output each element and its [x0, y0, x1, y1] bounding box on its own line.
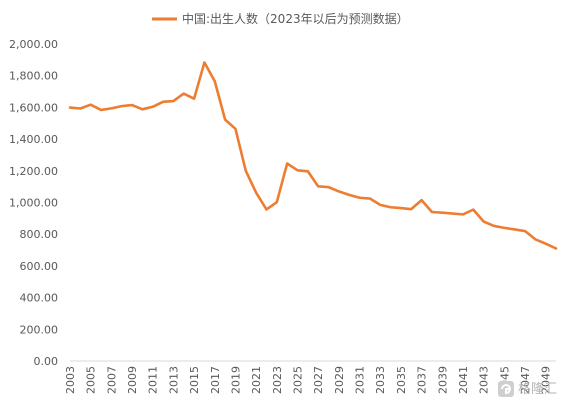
x-tick-label: 2049: [540, 366, 553, 394]
x-tick-label: 2019: [229, 366, 242, 394]
x-tick-label: 2031: [354, 366, 367, 394]
x-tick-label: 2025: [291, 366, 304, 394]
watermark-text: 格隆汇: [518, 381, 557, 397]
x-tick-label: 2023: [271, 366, 284, 394]
x-tick-label: 2017: [209, 366, 222, 394]
x-tick-label: 2043: [478, 366, 491, 394]
y-tick-label: 800.00: [20, 228, 59, 241]
series-layer: [68, 61, 558, 250]
x-tick-label: 2047: [519, 366, 532, 394]
x-tick-label: 2035: [395, 366, 408, 394]
x-tick-label: 2015: [188, 366, 201, 394]
y-tick-label: 600.00: [20, 260, 59, 273]
legend: 中国:出生人数（2023年以后为预测数据）: [152, 11, 409, 26]
y-tick-label: 400.00: [20, 292, 59, 305]
x-tick-label: 2037: [416, 366, 429, 394]
x-tick-label: 2013: [167, 366, 180, 394]
x-tick-label: 2009: [126, 366, 139, 394]
x-tick-label: 2021: [250, 366, 263, 394]
y-tick-label: 1,000.00: [9, 197, 58, 210]
watermark: 格隆汇: [498, 381, 557, 397]
x-tick-label: 2007: [105, 366, 118, 394]
x-tick-label: 2041: [457, 366, 470, 394]
x-tick-label: 2003: [64, 366, 77, 394]
x-tick-label: 2005: [85, 366, 98, 394]
x-tick-label: 2033: [374, 366, 387, 394]
y-tick-label: 200.00: [20, 323, 59, 336]
x-tick-label: 2011: [147, 366, 160, 394]
y-tick-label: 1,400.00: [9, 133, 58, 146]
x-axis: 2003 2005 2007 2009 2011 2013 2015 2017 2019 2021…: [64, 360, 556, 394]
y-tick-label: 2,000.00: [9, 38, 58, 51]
y-tick-label: 0.00: [34, 355, 59, 368]
gelonghui-logo-icon: [498, 381, 514, 397]
legend-label: 中国:出生人数（2023年以后为预测数据）: [182, 11, 409, 26]
series-line: [68, 61, 558, 250]
y-tick-label: 1,600.00: [9, 101, 58, 114]
x-tick-label: 2027: [312, 366, 325, 394]
y-tick-label: 1,800.00: [9, 70, 58, 83]
x-tick-label: 2029: [333, 366, 346, 394]
x-tick-label: 2039: [436, 366, 449, 394]
y-tick-label: 1,200.00: [9, 165, 58, 178]
y-axis: 0.00 200.00 400.00 600.00 800.00 1,000.00 1,20…: [9, 38, 58, 368]
